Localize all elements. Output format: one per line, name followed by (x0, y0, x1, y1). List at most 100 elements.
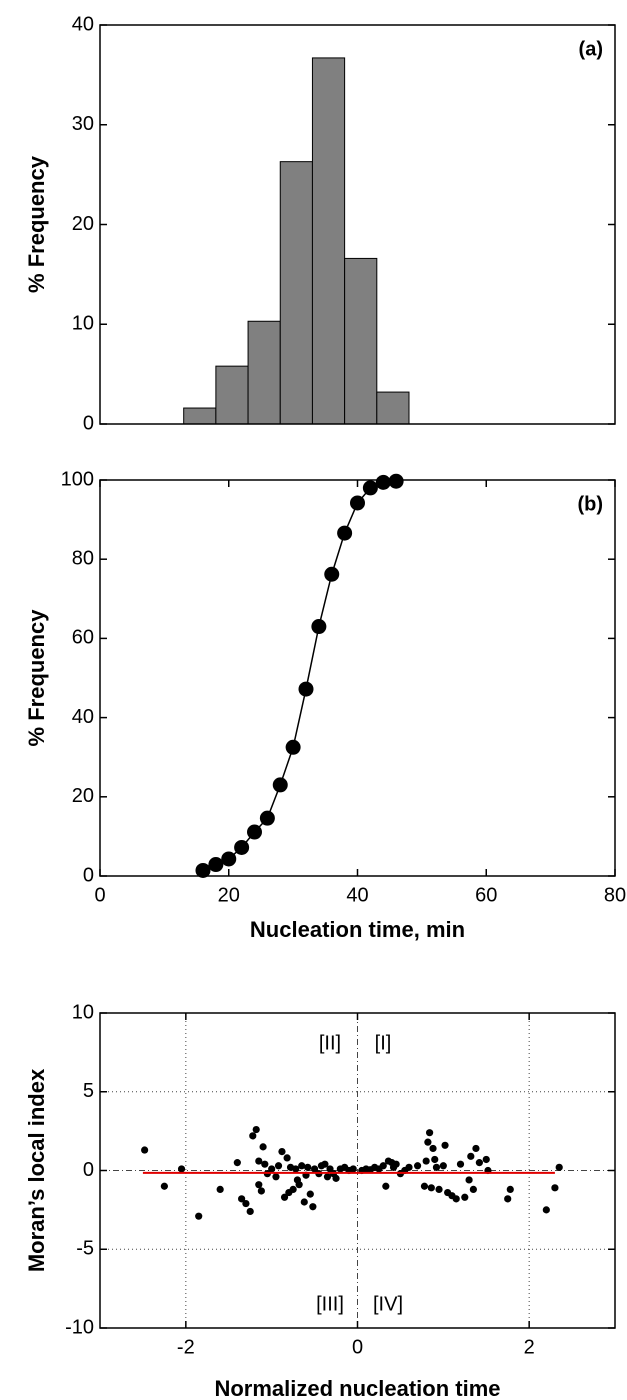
x-axis-label: Nucleation time, min (250, 917, 465, 942)
point (475, 1159, 483, 1167)
point (238, 1195, 246, 1203)
point (289, 1185, 297, 1193)
point (323, 1173, 332, 1181)
point (252, 1125, 260, 1134)
point (362, 480, 378, 496)
panel-label: (a) (579, 38, 603, 60)
point (482, 1155, 490, 1164)
y-axis-label: % Frequency (24, 609, 49, 747)
bar (183, 407, 217, 425)
point (234, 839, 250, 855)
point (324, 566, 340, 582)
point (422, 1157, 430, 1165)
point (280, 1193, 289, 1201)
plot-frame (99, 479, 616, 877)
y-tick-label: 0 (83, 1159, 94, 1181)
point (429, 1144, 437, 1153)
point (555, 1163, 563, 1171)
point (300, 1198, 308, 1206)
point (382, 1182, 390, 1190)
point (506, 1185, 514, 1193)
bar (247, 320, 281, 425)
curve (202, 480, 397, 872)
point (441, 1141, 449, 1149)
point (388, 473, 404, 489)
y-tick-label: 100 (61, 468, 94, 490)
point (274, 1162, 283, 1170)
point (424, 1138, 432, 1146)
point (452, 1195, 460, 1203)
point (420, 1182, 429, 1190)
point (311, 619, 327, 635)
point (298, 681, 314, 697)
point (551, 1184, 559, 1192)
point (349, 1165, 357, 1173)
quadrant-label: [III] (316, 1293, 344, 1315)
point (413, 1162, 422, 1170)
point (321, 1160, 329, 1168)
point (309, 1203, 317, 1211)
point (195, 1212, 203, 1220)
y-tick-label: 0 (83, 864, 94, 886)
point (272, 1173, 280, 1181)
x-tick-label: 20 (218, 884, 240, 906)
y-tick-label: 30 (72, 113, 94, 135)
point (195, 862, 211, 878)
point (272, 777, 288, 793)
point (405, 1163, 413, 1171)
y-tick-label: 20 (72, 785, 94, 807)
x-tick-label: 0 (352, 1336, 363, 1358)
y-tick-label: 10 (72, 1001, 94, 1023)
bar (279, 161, 313, 425)
x-tick-label: 0 (94, 884, 105, 906)
point (467, 1152, 475, 1160)
point (427, 1184, 435, 1192)
x-axis-label: Normalized nucleation time (214, 1376, 500, 1400)
point (375, 474, 391, 490)
point (432, 1163, 441, 1171)
point (216, 1185, 224, 1193)
point (332, 1174, 340, 1182)
point (392, 1160, 400, 1168)
y-tick-label: -10 (65, 1316, 94, 1338)
y-tick-label: 10 (72, 313, 94, 335)
point (259, 1143, 267, 1151)
point (542, 1206, 550, 1214)
point (306, 1190, 314, 1198)
point (278, 1148, 286, 1156)
point (246, 1207, 254, 1216)
point (379, 1162, 387, 1170)
point (295, 1181, 303, 1189)
bar (344, 257, 378, 425)
point (249, 1132, 257, 1140)
x-tick-label: -2 (177, 1336, 195, 1358)
point (285, 739, 301, 755)
point (465, 1176, 473, 1184)
point (298, 1162, 306, 1170)
point (268, 1165, 276, 1173)
point (283, 1154, 291, 1162)
point (208, 857, 224, 873)
point (255, 1181, 263, 1189)
quadrant-label: [IV] (373, 1293, 403, 1315)
point (439, 1162, 447, 1170)
point (233, 1159, 241, 1167)
point (304, 1163, 312, 1171)
point (261, 1160, 269, 1168)
bar (376, 391, 410, 425)
y-tick-label: 60 (72, 627, 94, 649)
y-tick-label: 40 (72, 706, 94, 728)
x-tick-label: 80 (604, 884, 626, 906)
point (255, 1157, 263, 1165)
y-axis-label: Moran’s local index (24, 1068, 49, 1272)
point (292, 1165, 300, 1173)
y-tick-label: 80 (72, 547, 94, 569)
point (177, 1165, 186, 1173)
bar (311, 57, 346, 425)
quadrant-label: [II] (319, 1032, 341, 1054)
point (141, 1146, 149, 1154)
x-tick-label: 40 (346, 884, 368, 906)
point (257, 1187, 265, 1195)
